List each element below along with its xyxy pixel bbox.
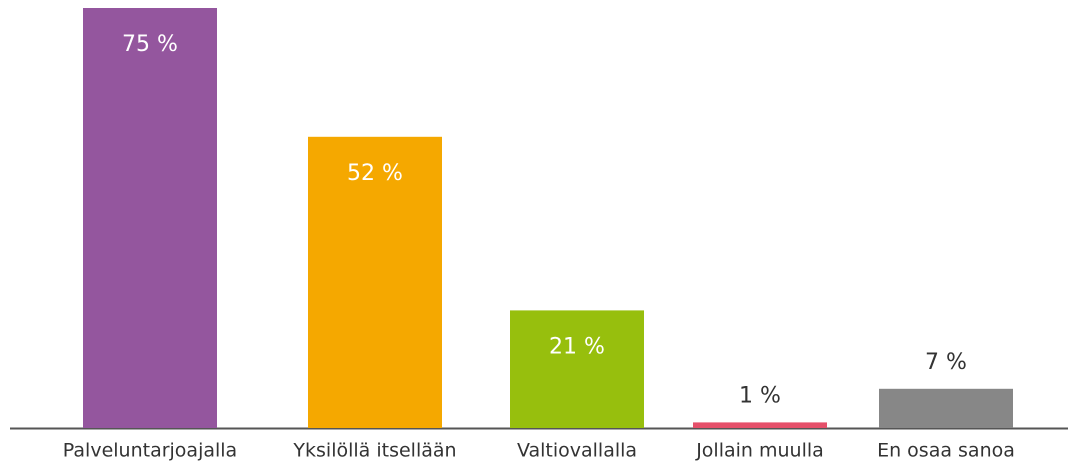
bar bbox=[83, 8, 217, 428]
value-label: 21 % bbox=[549, 334, 605, 359]
x-tick-label: Jollain muulla bbox=[695, 440, 824, 462]
value-label: 52 % bbox=[347, 161, 403, 186]
x-tick-label: En osaa sanoa bbox=[877, 440, 1015, 462]
bar bbox=[308, 136, 442, 429]
bar bbox=[879, 388, 1013, 428]
value-label: 75 % bbox=[122, 32, 178, 57]
x-tick-label: Yksilöllä itsellään bbox=[292, 440, 456, 462]
value-label: 7 % bbox=[925, 350, 967, 375]
x-tick-label: Palveluntarjoajalla bbox=[63, 440, 237, 462]
bar bbox=[693, 422, 827, 428]
value-label: 1 % bbox=[739, 383, 781, 408]
x-tick-label: Valtiovallalla bbox=[517, 440, 637, 462]
bar bbox=[510, 310, 644, 428]
